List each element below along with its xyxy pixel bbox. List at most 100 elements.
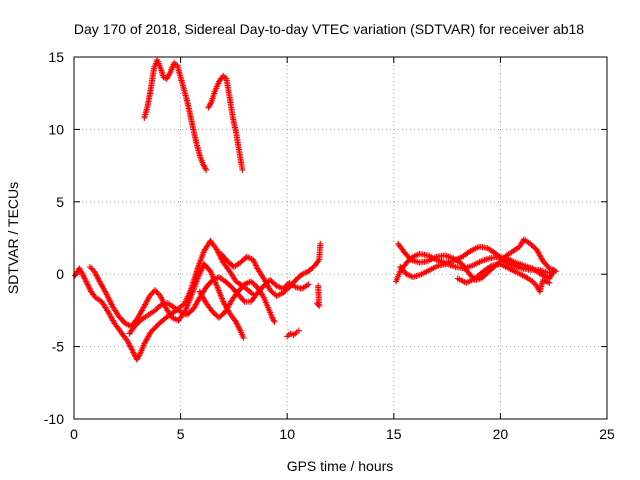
data-point bbox=[269, 314, 276, 321]
x-tick-label: 20 bbox=[493, 426, 509, 442]
y-tick-label: 10 bbox=[48, 121, 64, 137]
data-point bbox=[103, 291, 110, 298]
y-tick-label: 0 bbox=[56, 266, 64, 282]
data-point bbox=[85, 282, 92, 289]
data-point bbox=[86, 285, 93, 292]
data-point bbox=[250, 258, 257, 265]
data-point bbox=[156, 291, 163, 298]
data-point bbox=[130, 349, 137, 356]
plot-frame bbox=[73, 56, 608, 420]
data-point bbox=[270, 317, 277, 324]
data-point bbox=[550, 266, 557, 273]
data-point bbox=[250, 256, 257, 263]
x-tick-label: 5 bbox=[177, 426, 185, 442]
data-point bbox=[80, 274, 87, 281]
data-point bbox=[269, 316, 276, 323]
data-point bbox=[240, 297, 247, 304]
data-point bbox=[102, 290, 109, 297]
series-track-a bbox=[141, 56, 210, 173]
data-point bbox=[259, 292, 266, 299]
x-tick-label: 0 bbox=[70, 426, 78, 442]
chart-title: Day 170 of 2018, Sidereal Day-to-day VTE… bbox=[74, 21, 584, 37]
data-point bbox=[233, 318, 240, 325]
series-track-f bbox=[218, 240, 324, 299]
data-point bbox=[215, 249, 222, 256]
data-point bbox=[233, 320, 240, 327]
y-tick-label: 15 bbox=[48, 49, 64, 65]
data-points bbox=[72, 56, 559, 363]
data-point bbox=[251, 259, 258, 266]
data-point bbox=[152, 287, 159, 294]
data-point bbox=[84, 281, 91, 288]
data-point bbox=[148, 291, 155, 298]
x-axis-label: GPS time / hours bbox=[287, 458, 394, 474]
data-point bbox=[146, 292, 153, 299]
data-point bbox=[252, 261, 259, 268]
data-point bbox=[234, 321, 241, 328]
data-point bbox=[536, 270, 543, 277]
data-point bbox=[248, 290, 255, 297]
data-point bbox=[86, 263, 93, 270]
data-point bbox=[239, 166, 246, 173]
data-point bbox=[530, 279, 537, 286]
data-point bbox=[236, 326, 243, 333]
data-point bbox=[106, 297, 113, 304]
data-point bbox=[79, 271, 86, 278]
data-point bbox=[315, 258, 322, 265]
data-point bbox=[548, 271, 555, 278]
x-tick-label: 15 bbox=[386, 426, 402, 442]
data-point bbox=[317, 240, 324, 247]
series-track-d bbox=[86, 261, 247, 341]
data-point bbox=[213, 246, 220, 253]
data-point bbox=[153, 288, 160, 295]
series-track-g bbox=[196, 278, 278, 325]
data-point bbox=[547, 272, 554, 279]
data-point bbox=[207, 100, 214, 107]
series-track-i bbox=[314, 282, 323, 310]
y-tick-label: 5 bbox=[56, 194, 64, 210]
series-track-m bbox=[454, 261, 553, 295]
series-track-h bbox=[284, 327, 302, 340]
data-point bbox=[107, 298, 114, 305]
series-track-c bbox=[72, 237, 257, 363]
data-point bbox=[529, 278, 536, 285]
data-point bbox=[295, 327, 302, 334]
data-point bbox=[549, 269, 556, 276]
data-point bbox=[136, 352, 143, 359]
data-point bbox=[129, 347, 136, 354]
data-point bbox=[202, 165, 209, 172]
x-tick-label: 10 bbox=[279, 426, 295, 442]
x-tick-label: 25 bbox=[599, 426, 615, 442]
data-point bbox=[105, 294, 112, 301]
data-point bbox=[235, 324, 242, 331]
y-tick-labels: -10 -5 0 5 10 15 bbox=[44, 49, 64, 427]
data-point bbox=[83, 279, 90, 286]
data-point bbox=[547, 274, 554, 281]
y-tick-label: -10 bbox=[44, 411, 64, 427]
data-point bbox=[315, 282, 322, 289]
data-point bbox=[80, 272, 87, 279]
data-point bbox=[487, 263, 494, 270]
data-point bbox=[131, 350, 138, 357]
data-point bbox=[252, 262, 259, 269]
data-point bbox=[105, 295, 112, 302]
series-track-b bbox=[205, 72, 246, 173]
data-point bbox=[81, 275, 88, 282]
data-point bbox=[107, 300, 114, 307]
data-point bbox=[203, 166, 210, 173]
data-point bbox=[154, 290, 161, 297]
data-point bbox=[271, 318, 278, 325]
data-point bbox=[88, 265, 95, 272]
data-point bbox=[466, 248, 473, 255]
data-point bbox=[305, 281, 312, 288]
data-point bbox=[104, 292, 111, 299]
data-point bbox=[240, 334, 247, 341]
data-point bbox=[549, 268, 556, 275]
data-point bbox=[149, 290, 156, 297]
data-point bbox=[546, 279, 553, 286]
data-point bbox=[85, 284, 92, 291]
x-tick-labels: 0 5 10 15 20 25 bbox=[70, 426, 615, 442]
data-point bbox=[82, 276, 89, 283]
